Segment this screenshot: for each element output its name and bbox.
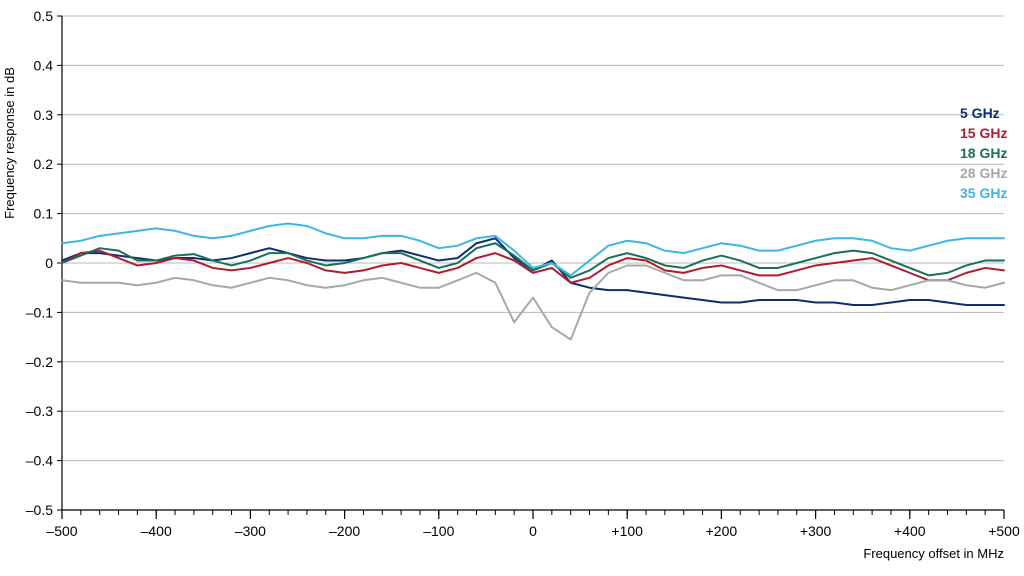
svg-text:0.5: 0.5	[34, 8, 54, 24]
svg-text:28 GHz: 28 GHz	[960, 165, 1007, 181]
svg-text:–100: –100	[423, 523, 454, 539]
svg-text:–400: –400	[141, 523, 172, 539]
svg-text:–0.4: –0.4	[26, 453, 53, 469]
svg-text:+300: +300	[800, 523, 832, 539]
svg-text:+100: +100	[611, 523, 643, 539]
frequency-response-chart: –0.5 –0.4 –0.3 –0.2 –0.1 0 0.1 0.2 0.3 0.4 0.5 –500…	[0, 0, 1024, 576]
svg-text:–0.2: –0.2	[26, 354, 53, 370]
svg-text:0.1: 0.1	[34, 206, 54, 222]
svg-text:–300: –300	[235, 523, 266, 539]
svg-text:0: 0	[529, 523, 537, 539]
svg-text:+500: +500	[988, 523, 1020, 539]
svg-text:35 GHz: 35 GHz	[960, 185, 1007, 201]
svg-text:–200: –200	[329, 523, 360, 539]
svg-text:–500: –500	[46, 523, 77, 539]
svg-text:Frequency response in dB: Frequency response in dB	[2, 67, 17, 219]
svg-text:0.2: 0.2	[34, 156, 54, 172]
svg-text:18 GHz: 18 GHz	[960, 145, 1007, 161]
chart-svg: –0.5 –0.4 –0.3 –0.2 –0.1 0 0.1 0.2 0.3 0.4 0.5 –500…	[0, 0, 1024, 576]
svg-text:–0.3: –0.3	[26, 403, 53, 419]
svg-text:0: 0	[45, 255, 53, 271]
svg-text:0.4: 0.4	[34, 57, 54, 73]
svg-text:–0.5: –0.5	[26, 502, 53, 518]
svg-text:–0.1: –0.1	[26, 304, 53, 320]
svg-text:+400: +400	[894, 523, 926, 539]
svg-text:+200: +200	[706, 523, 738, 539]
svg-text:0.3: 0.3	[34, 107, 54, 123]
svg-text:15 GHz: 15 GHz	[960, 125, 1007, 141]
svg-text:Frequency offset in MHz: Frequency offset in MHz	[863, 546, 1004, 561]
svg-text:5 GHz: 5 GHz	[960, 105, 1000, 121]
